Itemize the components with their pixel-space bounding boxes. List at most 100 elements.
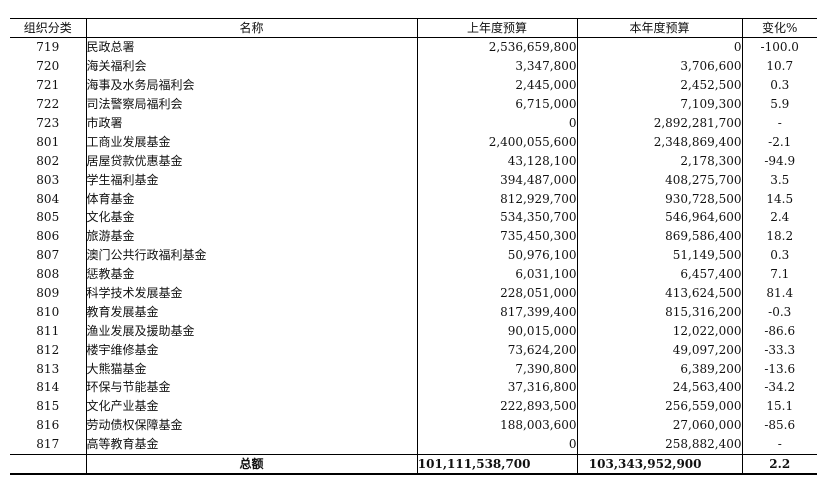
row-curr-budget: 408,275,700 — [576, 170, 742, 190]
table-row: 810 教育发展基金 817,399,400 815,316,200 -0.3 — [10, 302, 817, 322]
row-curr-budget: 6,457,400 — [576, 264, 742, 284]
row-name: 澳门公共行政福利基金 — [85, 245, 417, 265]
total-curr-budget: 103,343,952,900 — [576, 453, 742, 476]
row-curr-budget: 815,316,200 — [576, 302, 742, 322]
row-curr-budget: 2,892,281,700 — [576, 113, 742, 133]
row-curr-budget: 258,882,400 — [576, 434, 742, 455]
row-prev-budget: 735,450,300 — [416, 226, 577, 246]
row-change: -94.9 — [741, 151, 817, 171]
table-row: 722 司法警察局福利会 6,715,000 7,109,300 5.9 — [10, 94, 817, 114]
table-row: 811 渔业发展及援助基金 90,015,000 12,022,000 -86.6 — [10, 321, 817, 341]
row-curr-budget: 51,149,500 — [576, 245, 742, 265]
row-code: 723 — [36, 116, 60, 130]
row-code: 809 — [36, 286, 60, 301]
row-prev-budget: 812,929,700 — [416, 189, 577, 209]
row-name: 学生福利基金 — [85, 170, 417, 190]
row-prev-budget: 43,128,100 — [416, 151, 577, 171]
row-change: -0.3 — [741, 302, 817, 322]
row-code: 721 — [36, 78, 60, 93]
total-row: 总额 101,111,538,700 103,343,952,900 2.2 — [10, 453, 817, 476]
row-change: -34.2 — [741, 378, 817, 397]
row-change: 5.9 — [741, 94, 817, 114]
row-prev-budget: 37,316,800 — [416, 378, 577, 397]
table-row: 804 体育基金 812,929,700 930,728,500 14.5 — [10, 189, 817, 209]
row-curr-budget: 24,563,400 — [576, 378, 742, 397]
row-prev-budget: 2,445,000 — [416, 75, 577, 95]
row-code: 813 — [36, 361, 60, 376]
row-change: 3.5 — [741, 170, 817, 190]
total-label: 总额 — [85, 453, 417, 476]
row-change: - — [741, 434, 817, 455]
table-body: 719 民政总署 2,536,659,800 0 -100.0 720 海关福利会 3,347… — [10, 37, 817, 455]
row-prev-budget: 394,487,000 — [416, 170, 577, 190]
row-prev-budget: 73,624,200 — [416, 340, 577, 360]
row-name: 工商业发展基金 — [85, 132, 417, 152]
row-name: 楼宇维修基金 — [85, 340, 417, 360]
header-prev-budget: 上年度预算 — [416, 18, 577, 38]
table-row: 817 高等教育基金 0 258,882,400- — [10, 434, 817, 455]
row-prev-budget: 90,015,000 — [416, 321, 577, 341]
row-name: 文化产业基金 — [85, 396, 417, 416]
row-curr-budget: 413,624,500 — [576, 283, 742, 303]
row-name: 旅游基金 — [85, 226, 417, 246]
row-prev-budget: 0 — [416, 434, 577, 455]
row-name: 渔业发展及援助基金 — [85, 321, 417, 341]
total-prev-budget: 101,111,538,700 — [416, 453, 577, 476]
row-code: 806 — [36, 229, 60, 244]
row-name: 惩教基金 — [85, 264, 417, 284]
row-curr-budget: 49,097,200 — [576, 340, 742, 360]
row-curr-budget: 7,109,300 — [576, 94, 742, 114]
row-code: 720 — [36, 59, 60, 74]
row-curr-budget: 2,348,869,400 — [576, 132, 742, 152]
table-row: 720 海关福利会 3,347,800 3,706,600 10.7 — [10, 56, 817, 76]
row-prev-budget: 222,893,500 — [416, 396, 577, 416]
header-name: 名称 — [85, 18, 417, 38]
row-curr-budget: 12,022,000 — [576, 321, 742, 341]
row-name: 民政总署 — [85, 37, 417, 57]
table-row: 721 海事及水务局福利会 2,445,000 2,452,500 0.3 — [10, 75, 817, 95]
row-code: 812 — [36, 342, 60, 357]
row-curr-budget: 546,964,600 — [576, 208, 742, 227]
row-change: 81.4 — [741, 283, 817, 303]
row-code: 814 — [36, 380, 60, 395]
header-row: 组织分类 名称 上年度预算 本年度预算 变化% — [10, 18, 817, 38]
table-row: 812 楼宇维修基金 73,624,200 49,097,200 -33.3 — [10, 340, 817, 360]
row-name: 文化基金 — [85, 208, 417, 227]
row-prev-budget: 2,536,659,800 — [416, 37, 577, 57]
table-row: 809 科学技术发展基金 228,051,000 413,624,500 81.4 — [10, 283, 817, 303]
row-curr-budget: 2,178,300 — [576, 151, 742, 171]
row-change: 0.3 — [741, 245, 817, 265]
row-prev-budget: 6,715,000 — [416, 94, 577, 114]
row-name: 劳动债权保障基金 — [85, 415, 417, 435]
row-change: 15.1 — [741, 396, 817, 416]
row-change: 10.7 — [741, 56, 817, 76]
row-name: 科学技术发展基金 — [85, 283, 417, 303]
header-change: 变化% — [741, 18, 817, 38]
row-curr-budget: 3,706,600 — [576, 56, 742, 76]
row-curr-budget: 2,452,500 — [576, 75, 742, 95]
row-prev-budget: 7,390,800 — [416, 359, 577, 379]
row-curr-budget: 256,559,000 — [576, 396, 742, 416]
row-change: - — [741, 113, 817, 133]
row-prev-budget: 0 — [416, 113, 577, 133]
row-prev-budget: 2,400,055,600 — [416, 132, 577, 152]
row-code: 808 — [36, 267, 60, 282]
row-prev-budget: 817,399,400 — [416, 302, 577, 322]
table-row: 813 大熊猫基金 7,390,800 6,389,200 -13.6 — [10, 359, 817, 379]
row-curr-budget: 930,728,500 — [576, 189, 742, 209]
row-prev-budget: 50,976,100 — [416, 245, 577, 265]
row-code: 805 — [36, 210, 60, 225]
table-row: 801 工商业发展基金 2,400,055,600 2,348,869,400 -2.1 — [10, 132, 817, 152]
table-row: 806 旅游基金 735,450,300 869,586,400 18.2 — [10, 226, 817, 246]
row-change: 18.2 — [741, 226, 817, 246]
row-curr-budget: 0 — [576, 37, 742, 57]
row-change: -33.3 — [741, 340, 817, 360]
table-row: 808 惩教基金 6,031,100 6,457,400 7.1 — [10, 264, 817, 284]
row-name: 市政署 — [85, 113, 417, 133]
row-prev-budget: 228,051,000 — [416, 283, 577, 303]
budget-table: 组织分类 名称 上年度预算 本年度预算 变化% 719 民政总署 2,536,659… — [10, 18, 817, 476]
row-name: 高等教育基金 — [85, 434, 417, 455]
row-change: -100.0 — [741, 37, 817, 57]
row-name: 司法警察局福利会 — [85, 94, 417, 114]
